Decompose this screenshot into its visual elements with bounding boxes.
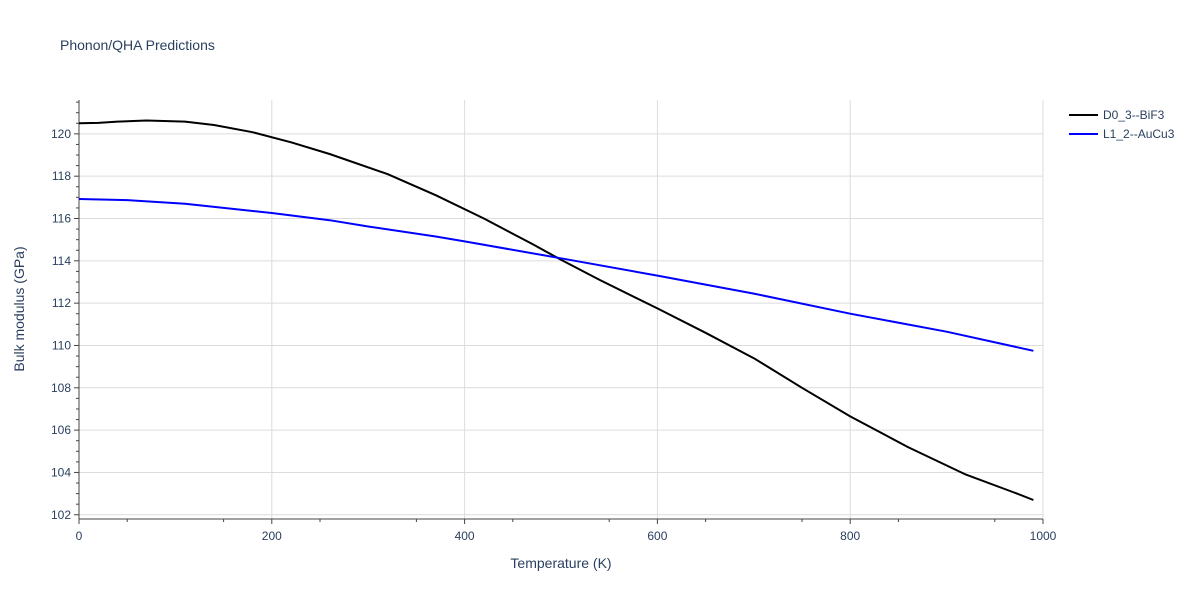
y-tick-label: 104 <box>51 465 71 479</box>
series-line-1 <box>78 198 1034 352</box>
y-tick-label: 108 <box>51 381 71 395</box>
x-tick-label: 800 <box>840 529 860 543</box>
series-layer <box>78 119 1034 501</box>
y-tick-label: 102 <box>51 508 71 522</box>
y-tick-label: 112 <box>52 296 71 310</box>
legend-label: D0_3--BiF3 <box>1103 108 1165 122</box>
grid-layer <box>79 100 1044 519</box>
legend[interactable]: D0_3--BiF3 L1_2--AuCu3 <box>1069 108 1175 141</box>
series-line-0 <box>78 119 1034 501</box>
y-tick-label: 114 <box>52 254 71 268</box>
y-tick-label: 116 <box>52 212 71 226</box>
axes-layer: 0 200 400 600 800 1000 102 104 106 108 110 112 114 11… <box>51 100 1057 543</box>
y-axis-label: Bulk modulus (GPa) <box>11 246 27 371</box>
x-tick-label: 200 <box>262 529 282 543</box>
y-tick-label: 106 <box>51 423 71 437</box>
legend-item[interactable]: L1_2--AuCu3 <box>1069 127 1175 141</box>
x-tick-label: 0 <box>76 529 83 543</box>
y-tick-label: 120 <box>51 127 71 141</box>
x-tick-label: 1000 <box>1030 529 1057 543</box>
x-tick-label: 400 <box>455 529 475 543</box>
y-tick-label: 110 <box>52 338 71 352</box>
x-tick-label: 600 <box>647 529 667 543</box>
legend-label: L1_2--AuCu3 <box>1103 127 1175 141</box>
legend-item[interactable]: D0_3--BiF3 <box>1069 108 1165 122</box>
x-axis-label: Temperature (K) <box>510 555 611 571</box>
y-tick-label: 118 <box>52 169 71 183</box>
chart-title: Phonon/QHA Predictions <box>60 37 215 53</box>
